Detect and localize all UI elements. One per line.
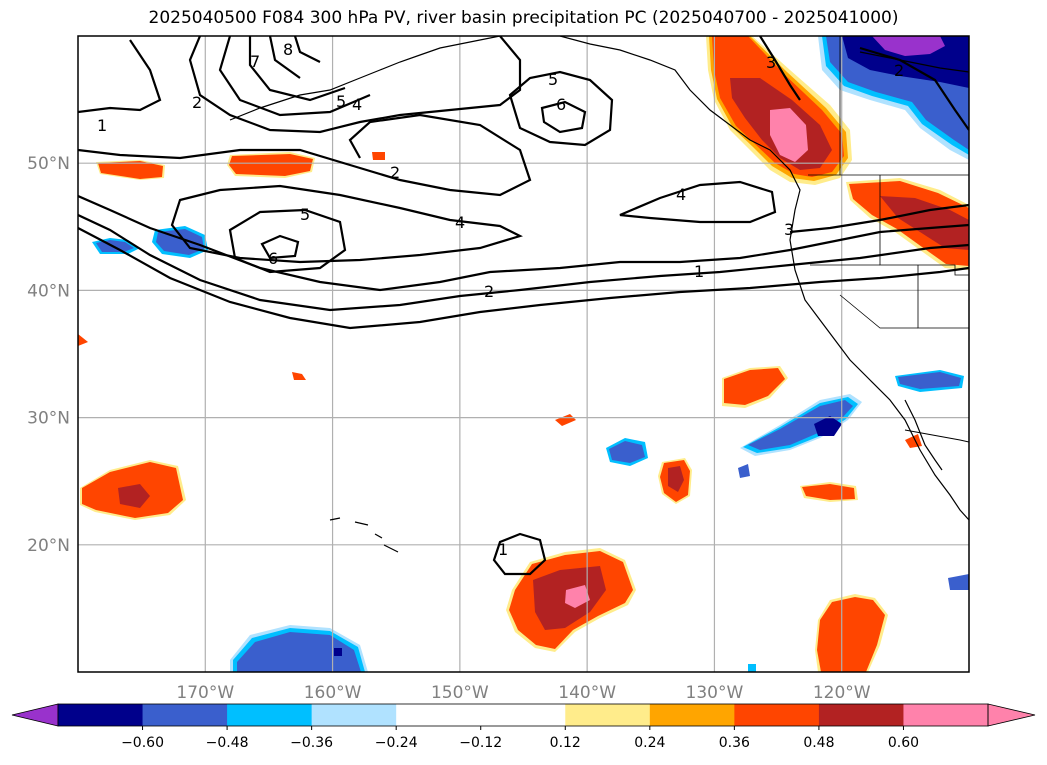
colorbar-tick-label-2: −0.36 bbox=[290, 735, 333, 751]
colorbar-tick-label-1: −0.48 bbox=[206, 735, 249, 751]
coastlines bbox=[229, 36, 969, 553]
pv-label-7: 7 bbox=[250, 52, 260, 71]
pv-label-2: 2 bbox=[484, 282, 494, 301]
latitude-labels: 50°N 40°N 30°N 20°N bbox=[27, 154, 70, 556]
colorbar-extend-over bbox=[987, 703, 1036, 727]
pv-label-2: 2 bbox=[192, 93, 202, 112]
pv-label-5: 5 bbox=[336, 92, 346, 111]
colorbar-bin-7 bbox=[649, 704, 735, 726]
map-title: 2025040500 F084 300 hPa PV, river basin … bbox=[148, 8, 899, 28]
lon-label-3: 140°W bbox=[558, 683, 616, 703]
lon-label-1: 160°W bbox=[304, 683, 362, 703]
borders bbox=[808, 36, 969, 329]
colorbar-border bbox=[57, 703, 989, 727]
pv-label-2: 2 bbox=[894, 61, 904, 80]
colorbar-extend-under bbox=[11, 703, 59, 727]
colorbar-tick-label-9: 0.60 bbox=[888, 735, 919, 751]
lat-label-0: 50°N bbox=[27, 154, 70, 174]
colorbar-bin-9 bbox=[818, 704, 904, 726]
pv-label-1: 1 bbox=[498, 540, 508, 559]
precip-anomalies bbox=[78, 36, 969, 672]
lon-label-5: 120°W bbox=[813, 683, 871, 703]
pv-label-3: 3 bbox=[784, 220, 794, 239]
colorbar-tick-label-6: 0.24 bbox=[634, 735, 665, 751]
pv-label-1: 1 bbox=[97, 116, 107, 135]
pv-label-5: 5 bbox=[548, 70, 558, 89]
pv-label-3: 3 bbox=[766, 53, 776, 72]
colorbar-bin-8 bbox=[734, 704, 820, 726]
pv-contours bbox=[78, 36, 969, 576]
colorbar-tick-label-5: 0.12 bbox=[550, 735, 581, 751]
colorbar-bin-0 bbox=[58, 704, 144, 726]
colorbar-tick-label-0: −0.60 bbox=[121, 735, 164, 751]
lat-label-1: 40°N bbox=[27, 281, 70, 301]
lat-label-2: 30°N bbox=[27, 409, 70, 429]
colorbar-tick-label-3: −0.24 bbox=[375, 735, 418, 751]
colorbar-bin-2 bbox=[227, 704, 313, 726]
colorbar-tick-label-8: 0.48 bbox=[803, 735, 834, 751]
pv-label-5: 5 bbox=[300, 205, 310, 224]
pv-label-4: 4 bbox=[352, 95, 362, 114]
colorbar-bin-1 bbox=[142, 704, 228, 726]
pv-label-1: 1 bbox=[694, 262, 704, 281]
lon-label-2: 150°W bbox=[431, 683, 489, 703]
lon-label-4: 130°W bbox=[686, 683, 744, 703]
colorbar-bin-5 bbox=[480, 704, 566, 726]
pv-label-6: 6 bbox=[556, 95, 566, 114]
lon-label-0: 170°W bbox=[176, 683, 234, 703]
colorbar-tick-label-7: 0.36 bbox=[719, 735, 750, 751]
gridlines bbox=[78, 36, 969, 672]
colorbar-bin-4 bbox=[396, 704, 482, 726]
pv-label-4: 4 bbox=[455, 213, 465, 232]
colorbar: −0.60 −0.48 −0.36 −0.24 −0.12 0.12 0.24 0.36 0.4… bbox=[11, 703, 1036, 751]
map-frame bbox=[77, 35, 970, 673]
colorbar-tick-label-4: −0.12 bbox=[459, 735, 502, 751]
pv-label-8: 8 bbox=[283, 40, 293, 59]
pv-label-4: 4 bbox=[676, 185, 686, 204]
lat-label-3: 20°N bbox=[27, 536, 70, 556]
colorbar-bin-3 bbox=[311, 704, 397, 726]
pv-label-6: 6 bbox=[268, 249, 278, 268]
pv-labels: 1 2 7 8 5 4 2 5 6 5 6 4 2 1 4 3 3 2 1 bbox=[97, 40, 904, 559]
colorbar-bin-10 bbox=[903, 704, 989, 726]
colorbar-bin-6 bbox=[565, 704, 651, 726]
longitude-labels: 170°W 160°W 150°W 140°W 130°W 120°W bbox=[176, 683, 870, 703]
pv-label-2: 2 bbox=[390, 163, 400, 182]
